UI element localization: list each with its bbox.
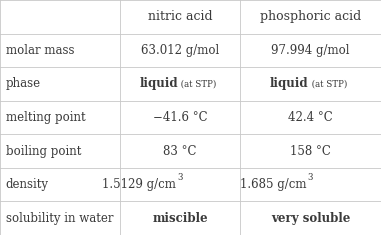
Text: density: density [6,178,49,191]
Text: solubility in water: solubility in water [6,212,113,225]
Text: liquid: liquid [139,77,178,90]
Text: very soluble: very soluble [271,212,350,225]
Text: 42.4 °C: 42.4 °C [288,111,333,124]
Text: melting point: melting point [6,111,85,124]
Text: nitric acid: nitric acid [148,10,212,23]
Text: (at STP): (at STP) [309,79,347,88]
Text: liquid: liquid [270,77,309,90]
Text: 97.994 g/mol: 97.994 g/mol [271,44,350,57]
Text: 63.012 g/mol: 63.012 g/mol [141,44,219,57]
Text: 158 °C: 158 °C [290,145,331,158]
Text: phase: phase [6,77,41,90]
Text: 83 °C: 83 °C [163,145,197,158]
Text: −41.6 °C: −41.6 °C [153,111,207,124]
Text: 1.685 g/cm: 1.685 g/cm [240,178,307,191]
Text: 1.5129 g/cm: 1.5129 g/cm [102,178,176,191]
Text: miscible: miscible [152,212,208,225]
Text: (at STP): (at STP) [178,79,217,88]
Text: boiling point: boiling point [6,145,81,158]
Text: 3: 3 [307,173,313,182]
Text: molar mass: molar mass [6,44,74,57]
Text: phosphoric acid: phosphoric acid [260,10,361,23]
Text: 3: 3 [177,173,182,182]
